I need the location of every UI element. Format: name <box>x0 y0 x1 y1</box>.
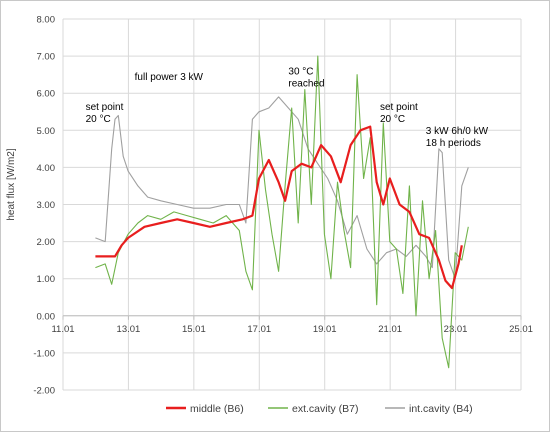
annotation-line: set point <box>86 102 124 113</box>
annotation-4: set point 20 °C <box>380 102 418 125</box>
y-tick-label: 7.00 <box>37 52 56 63</box>
y-tick-labels: -2.00 -1.00 0.00 1.00 2.00 3.00 4.00 5.00 6.00 7.… <box>33 15 55 397</box>
series-line-2 <box>95 55 469 369</box>
x-tick-label: 11.01 <box>51 324 74 335</box>
x-tick-label: 23.01 <box>444 324 468 335</box>
series-lines <box>95 55 469 369</box>
annotation-line: 20 °C <box>86 114 111 125</box>
annotation-line: 30 °C <box>288 67 313 78</box>
x-tick-label: 19.01 <box>313 324 337 335</box>
annotation-line: full power 3 kW <box>135 72 204 83</box>
y-tick-label: 4.00 <box>37 163 56 174</box>
x-tick-labels: 11.01 13.01 15.01 17.01 19.01 21.01 23.01 25.01 <box>51 324 532 335</box>
y-tick-label: -2.00 <box>33 386 55 397</box>
legend: middle (B6) ext.cavity (B7) int.cavity (B4… <box>166 403 473 415</box>
legend-label: ext.cavity (B7) <box>292 403 359 415</box>
y-tick-label: 1.00 <box>37 274 56 285</box>
y-tick-label: 6.00 <box>37 89 56 100</box>
y-tick-label: 5.00 <box>37 126 56 137</box>
annotation-line: 18 h periods <box>426 138 481 149</box>
y-tick-label: 2.00 <box>37 237 56 248</box>
x-tick-label: 13.01 <box>117 324 141 335</box>
y-axis-title: heat flux [W/m2] <box>6 148 17 220</box>
annotation-line: 3 kW 6h/0 kW <box>426 126 489 137</box>
annotation-1: full power 3 kW <box>135 72 204 83</box>
y-tick-label: -1.00 <box>33 348 55 359</box>
y-tick-label: 3.00 <box>37 200 56 211</box>
annotation-line: set point <box>380 102 418 113</box>
x-tick-label: 21.01 <box>378 324 402 335</box>
x-tick-label: 17.01 <box>247 324 271 335</box>
legend-label: middle (B6) <box>190 403 244 415</box>
y-tick-label: 8.00 <box>37 15 56 26</box>
x-tick-label: 15.01 <box>182 324 206 335</box>
annotation-3: 30 °C reached <box>288 67 324 90</box>
y-tick-label: 0.00 <box>37 311 56 322</box>
annotation-line: reached <box>288 79 324 90</box>
x-tick-label: 25.01 <box>509 324 533 335</box>
series-line-1 <box>95 125 463 290</box>
grid-lines <box>62 18 522 391</box>
legend-label: int.cavity (B4) <box>409 403 473 415</box>
annotation-line: 20 °C <box>380 114 405 125</box>
annotation-2: set point 20 °C <box>86 102 124 125</box>
annotation-5: 3 kW 6h/0 kW 18 h periods <box>426 126 489 149</box>
